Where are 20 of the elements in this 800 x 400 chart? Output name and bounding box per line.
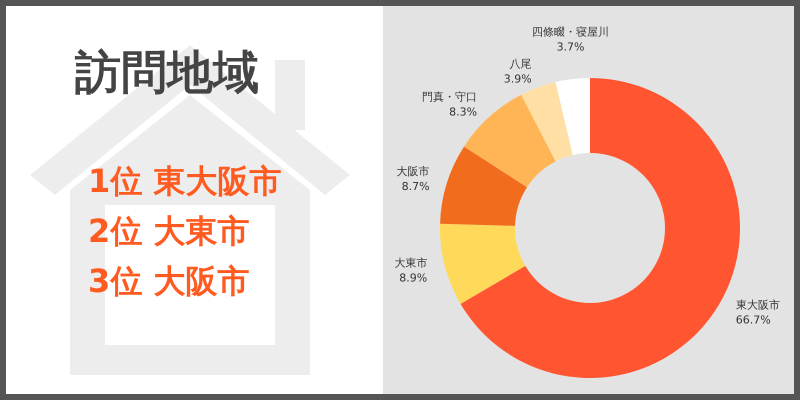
data-label: 3.9% (504, 72, 532, 86)
text: 1位 東大阪市 (88, 162, 282, 200)
donut-slice (521, 82, 573, 162)
text: 3位 大阪市 (88, 262, 250, 300)
slice-label: 東大阪市 (736, 298, 780, 312)
data-label: 8.7% (402, 180, 430, 194)
slice-label: 大阪市 (396, 165, 430, 178)
donut-slice (556, 78, 590, 156)
text: 2位 大東市 (88, 212, 250, 250)
chart-title: 訪問地域 (74, 45, 259, 99)
data-label: 3.7% (556, 40, 585, 54)
data-label: 8.9% (399, 272, 428, 285)
slice-label: 門真・守口 (422, 90, 478, 104)
data-label: 66.7% (736, 314, 771, 327)
slice-label: 大東市 (394, 256, 428, 270)
donut-slice (440, 224, 526, 304)
data-label: 8.3% (449, 106, 478, 119)
slice-label: 八尾 (510, 57, 532, 70)
donut-slice (440, 146, 528, 226)
slice-label: 四條畷・寝屋川 (532, 25, 610, 38)
